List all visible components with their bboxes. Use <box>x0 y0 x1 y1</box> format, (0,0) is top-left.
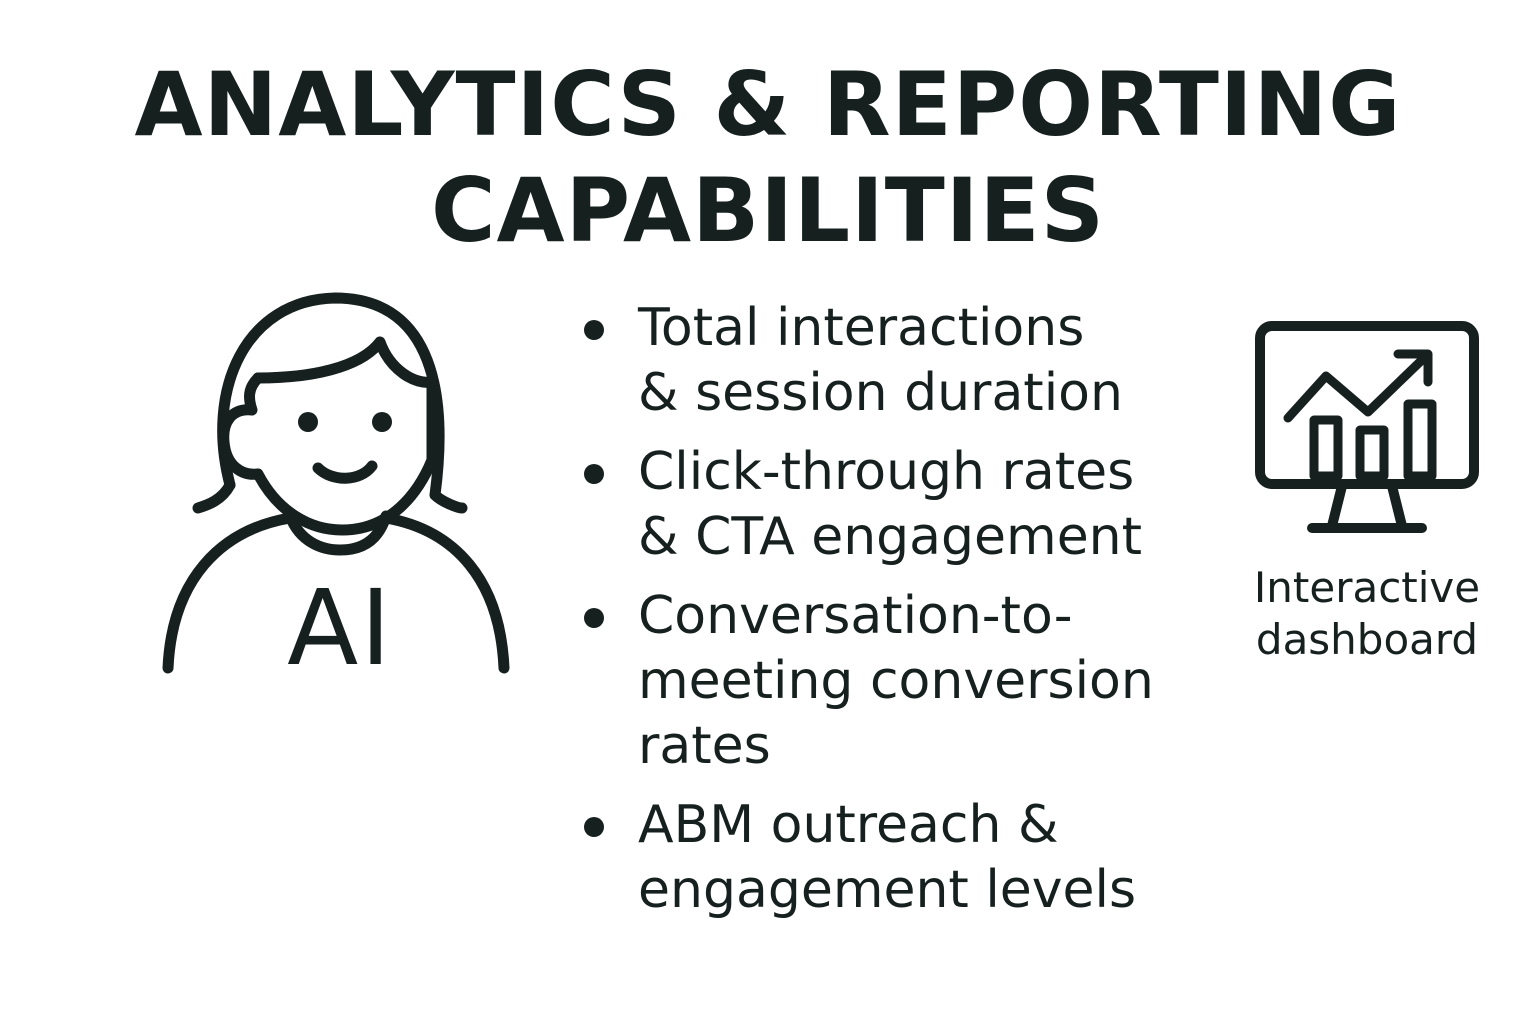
title-line-1: ANALYTICS & REPORTING <box>134 53 1402 156</box>
title-line-2: CAPABILITIES <box>430 159 1106 262</box>
list-item-line: Click-through rates <box>638 442 1135 502</box>
list-item-line: Total interactions <box>638 298 1085 358</box>
bullet-dot-icon <box>584 608 604 628</box>
list-item-line: ABM outreach & <box>638 795 1059 855</box>
list-item: Click-through rates & CTA engagement <box>580 440 1240 570</box>
list-item-line: Conversation-to- <box>638 586 1073 646</box>
list-item: Total interactions & session duration <box>580 296 1240 426</box>
dashboard-monitor-icon <box>1255 321 1479 533</box>
list-item-line: & session duration <box>638 363 1123 423</box>
person-avatar-icon <box>162 292 510 674</box>
bullet-dot-icon <box>584 817 604 837</box>
bullet-dot-icon <box>584 464 604 484</box>
avatar-label: AI <box>287 567 393 689</box>
list-item: ABM outreach & engagement levels <box>580 793 1240 923</box>
page-title: ANALYTICS & REPORTING CAPABILITIES <box>0 52 1536 264</box>
bullet-dot-icon <box>584 320 604 340</box>
dashboard-label-line-1: Interactive <box>1253 563 1481 612</box>
list-item-line: rates <box>638 716 771 776</box>
list-item-line: & CTA engagement <box>638 507 1143 567</box>
list-item-line: engagement levels <box>638 860 1137 920</box>
list-item: Conversation-to- meeting conversion rate… <box>580 584 1240 779</box>
dashboard-label-line-2: dashboard <box>1255 615 1479 664</box>
list-item-line: meeting conversion <box>638 651 1154 711</box>
dashboard-label: Interactive dashboard <box>1222 562 1512 666</box>
bullet-list: Total interactions & session duration Cl… <box>580 296 1240 937</box>
